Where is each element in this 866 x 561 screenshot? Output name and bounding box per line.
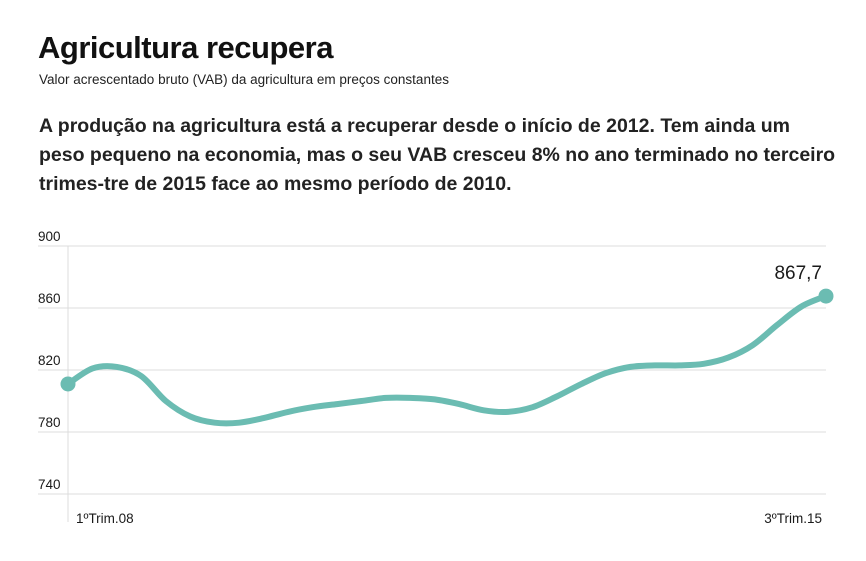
end-value-label: 867,7 [774, 263, 822, 284]
x-end-label: 3ºTrim.15 [764, 511, 822, 526]
y-tick-label: 900 [38, 229, 61, 244]
chart-subtitle: Valor acrescentado bruto (VAB) da agricu… [39, 72, 449, 87]
y-tick-label: 780 [38, 415, 61, 430]
series-line [65, 293, 829, 427]
start-point [60, 376, 76, 392]
y-tick-label: 740 [38, 477, 61, 492]
grid-lines [38, 245, 826, 522]
y-tick-label: 860 [38, 291, 61, 306]
lead-paragraph: A produção na agricultura está a recuper… [39, 115, 836, 195]
x-start-label: 1ºTrim.08 [76, 511, 134, 526]
end-point [818, 288, 834, 304]
label-layer: 867,7 1ºTrim.08 3ºTrim.15 [76, 263, 822, 526]
chart-title: Agricultura recupera [38, 30, 333, 65]
series-layer [60, 288, 834, 427]
y-tick-label: 820 [38, 353, 61, 368]
y-axis-ticks: 900 860 820 780 740 [38, 229, 61, 492]
